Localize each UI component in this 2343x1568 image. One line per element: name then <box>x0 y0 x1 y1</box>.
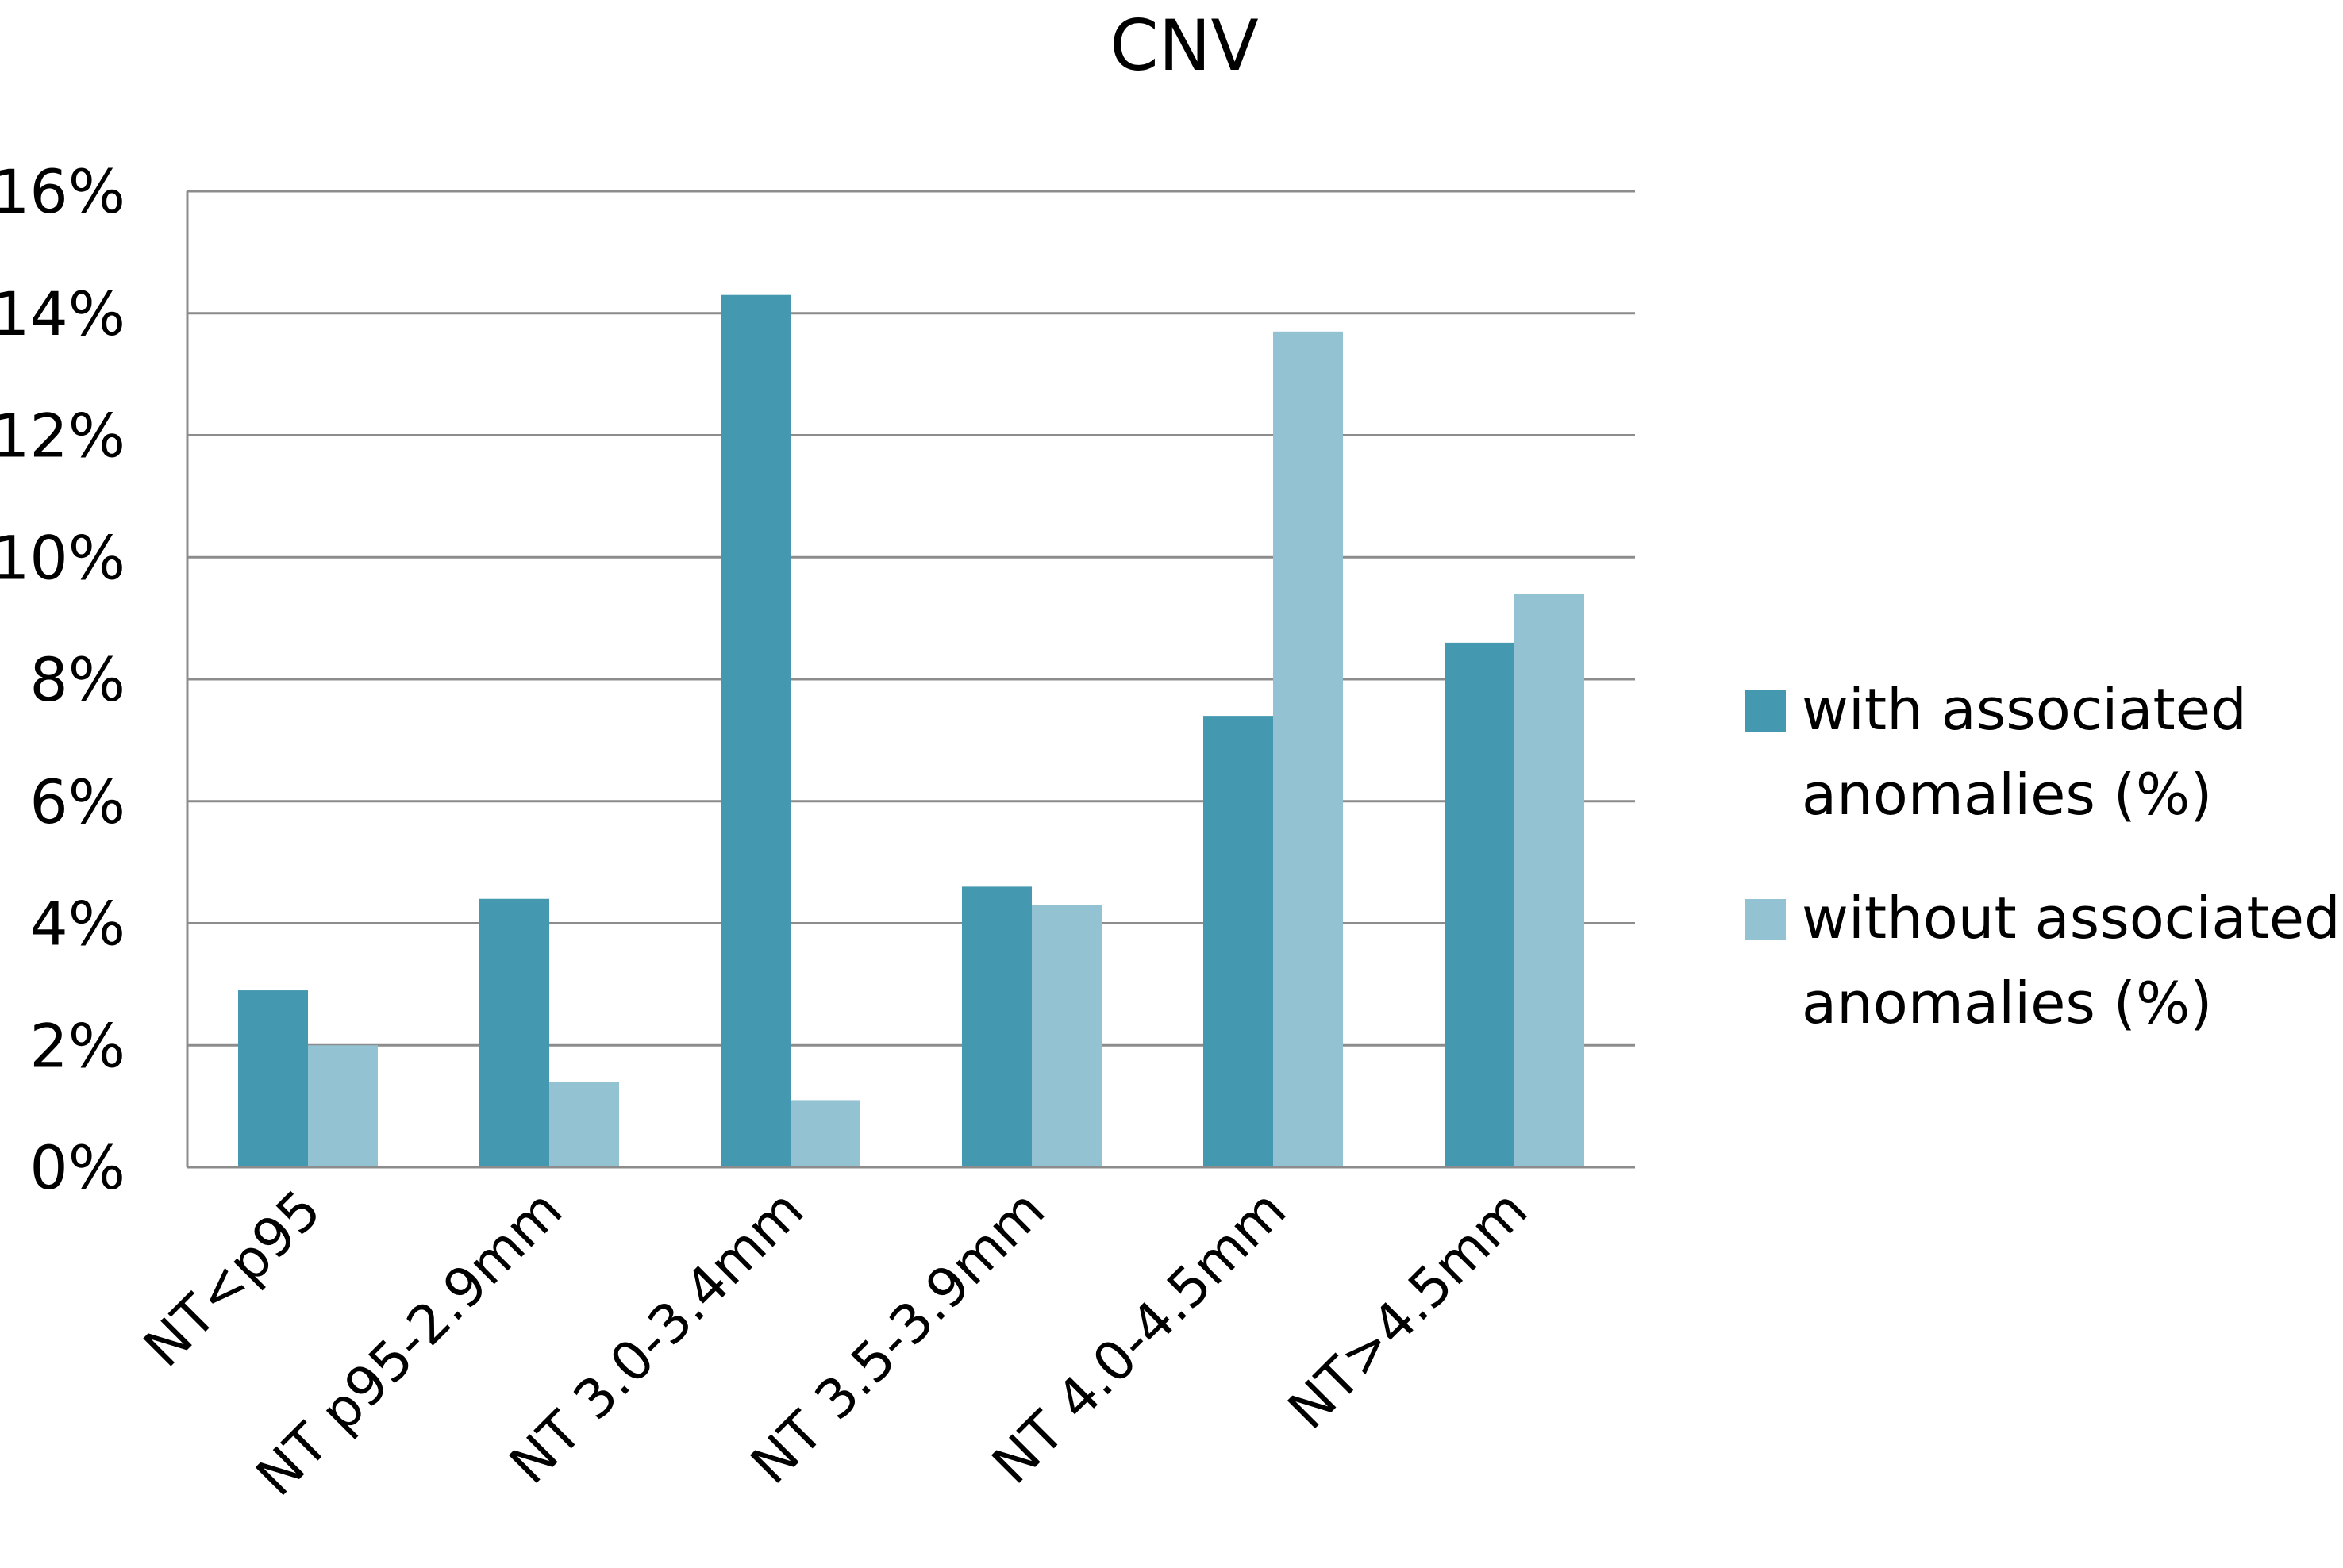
bar-with-5 <box>1445 642 1514 1167</box>
chart-title: CNV <box>1110 5 1258 86</box>
legend-label: anomalies (%) <box>1802 761 2212 828</box>
y-axis-tick-labels: 0% 2% 4% 6% 8% 10% 12% 14% 16% <box>0 156 125 1203</box>
legend-swatch-with <box>1745 690 1786 732</box>
legend-swatch-without <box>1745 899 1786 940</box>
bar-without-2 <box>791 1100 860 1167</box>
bar-with-4 <box>1203 716 1273 1167</box>
bar-with-2 <box>721 294 791 1167</box>
legend-label: with associated <box>1802 676 2247 743</box>
bar-with-0 <box>238 990 308 1167</box>
bar-without-3 <box>1032 905 1102 1167</box>
bars <box>238 294 1584 1167</box>
legend: with associated anomalies (%) without asso… <box>1745 676 2341 1036</box>
y-tick-label: 10% <box>0 522 125 593</box>
y-tick-label: 6% <box>29 767 125 837</box>
x-tick-label: NT>4.5mm <box>1276 1178 1540 1442</box>
bar-without-1 <box>549 1082 619 1167</box>
legend-label: anomalies (%) <box>1802 970 2212 1036</box>
bar-without-0 <box>308 1045 378 1167</box>
axes <box>186 191 1635 1169</box>
gridlines <box>187 190 1635 1047</box>
bar-without-5 <box>1514 594 1584 1167</box>
y-tick-label: 12% <box>0 401 125 471</box>
bar-with-3 <box>962 886 1032 1167</box>
y-tick-label: 8% <box>29 644 125 715</box>
y-tick-label: 2% <box>29 1010 125 1081</box>
y-tick-label: 14% <box>0 279 125 349</box>
bar-with-1 <box>479 898 549 1167</box>
y-tick-label: 4% <box>29 889 125 959</box>
y-tick-label: 0% <box>29 1132 125 1203</box>
legend-label: without associated <box>1802 885 2341 951</box>
x-tick-label: NT<p95 <box>133 1178 333 1379</box>
y-tick-label: 16% <box>0 156 125 227</box>
bar-without-4 <box>1273 331 1343 1167</box>
